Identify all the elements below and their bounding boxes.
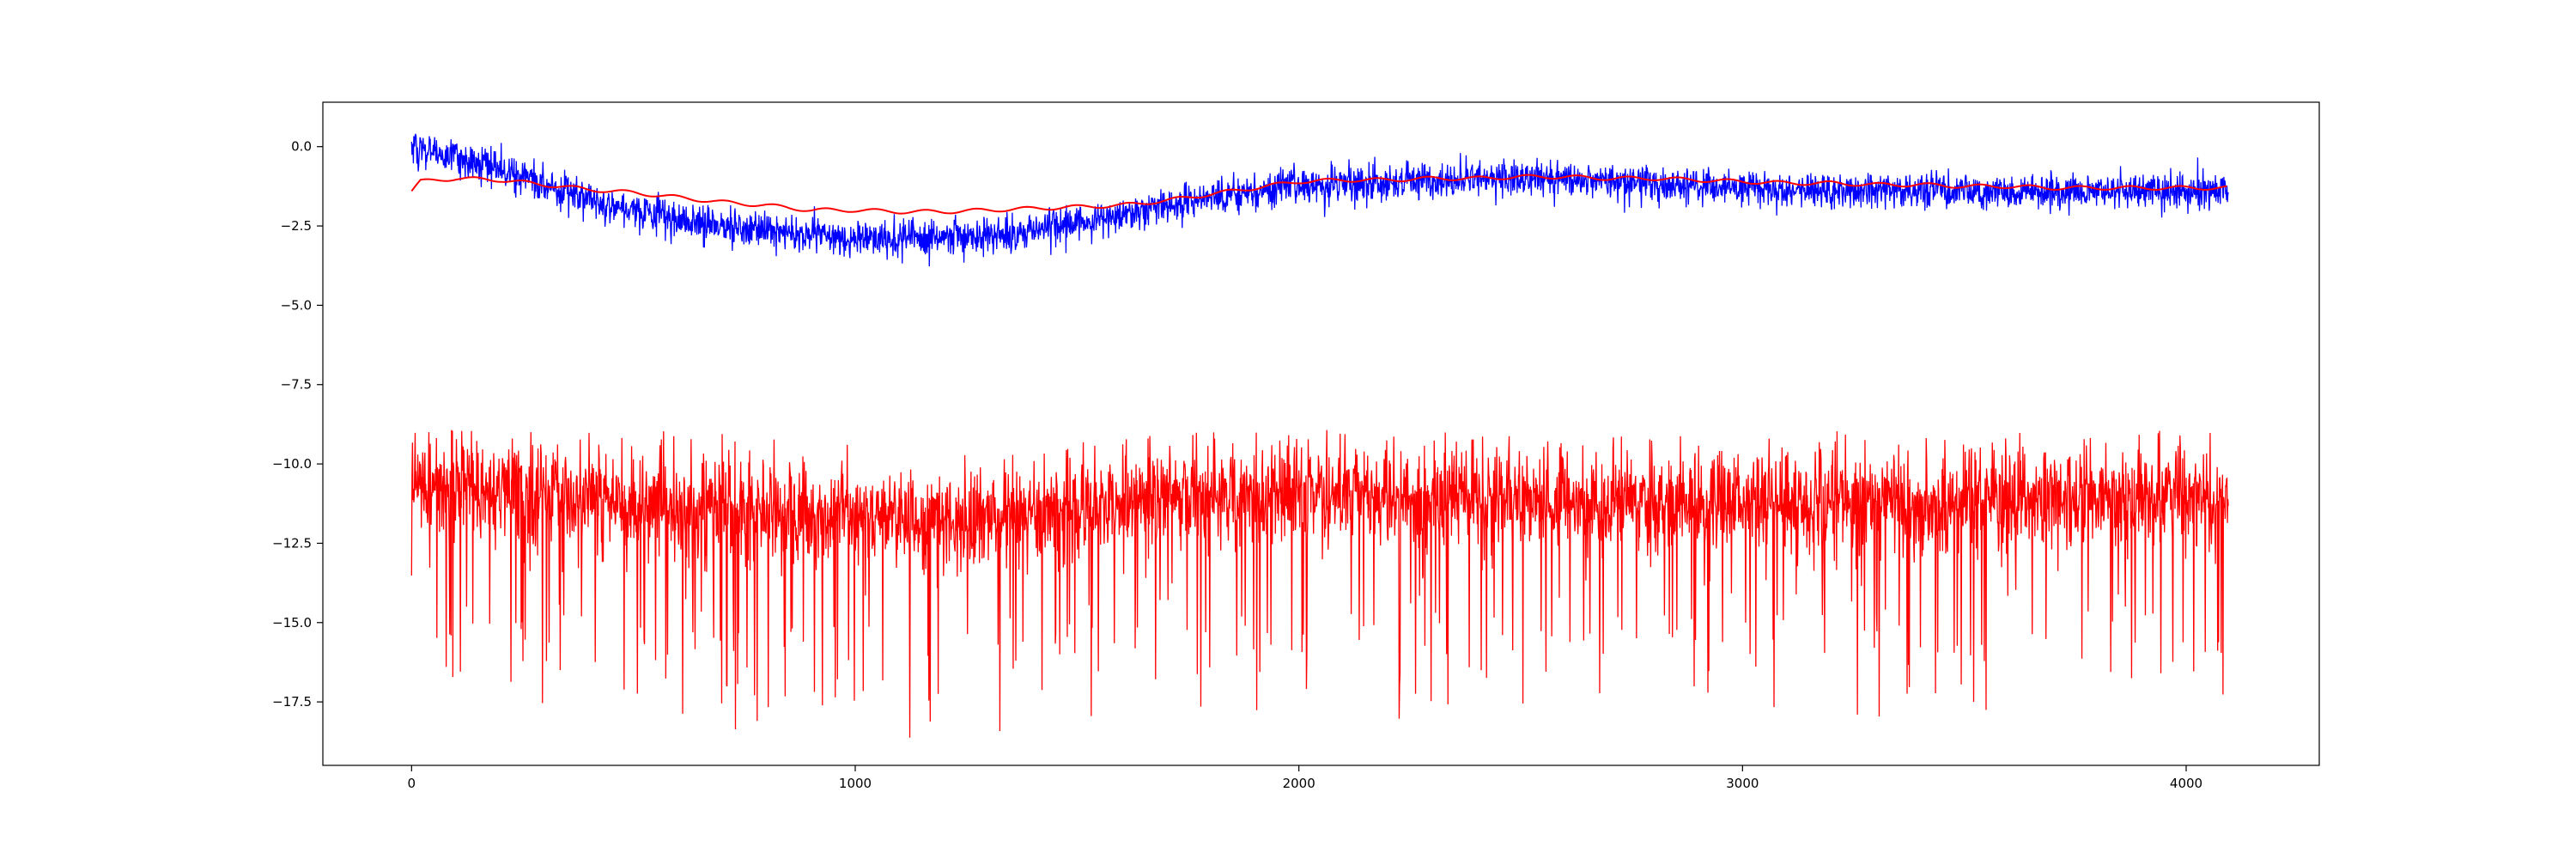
x-tick-label: 0: [408, 776, 416, 791]
x-tick-label: 3000: [1726, 776, 1759, 791]
x-axis: 0 1000 2000 3000 4000: [408, 765, 2202, 791]
plot-frame: [322, 101, 2320, 766]
series-red-noise-line: [410, 430, 2229, 738]
y-axis: 0.0 −2.5 −5.0 −7.5 −10.0 −12.5 −15.0 −17.5: [272, 139, 323, 710]
y-tick-label: −2.5: [281, 218, 312, 234]
y-tick-label: −12.5: [272, 535, 312, 551]
x-tick-label: 1000: [839, 776, 872, 791]
y-tick-label: −17.5: [272, 694, 312, 710]
y-tick-label: −15.0: [272, 615, 312, 631]
x-tick-label: 2000: [1283, 776, 1315, 791]
series-blue-line: [410, 133, 2229, 267]
y-tick-label: 0.0: [291, 139, 312, 155]
y-tick-label: −10.0: [272, 456, 312, 472]
y-tick-label: −5.0: [281, 297, 312, 313]
y-tick-label: −7.5: [281, 377, 312, 393]
x-tick-label: 4000: [2170, 776, 2202, 791]
series-red-smooth-line: [410, 174, 2227, 215]
